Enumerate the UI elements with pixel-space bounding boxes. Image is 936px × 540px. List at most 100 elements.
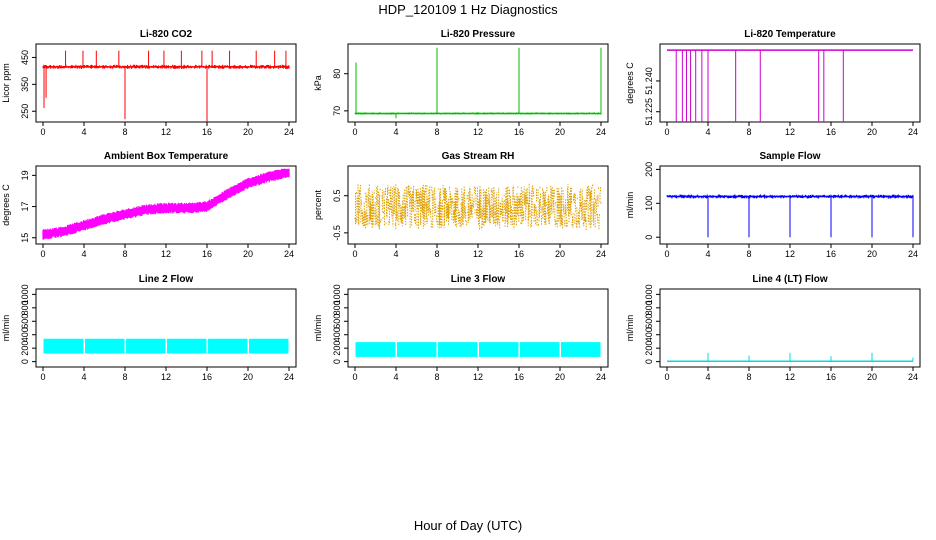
x-tick-label: 12 [473,372,483,382]
panel-title: Li-820 Temperature [744,29,836,40]
x-tick-label: 24 [908,249,918,259]
x-tick-label: 4 [705,372,710,382]
series [354,47,602,119]
x-tick-label: 16 [826,249,836,259]
x-tick-label: 12 [785,127,795,137]
y-tick-label: 600 [332,314,342,329]
y-axis-label: percent [313,189,323,220]
x-tick-label: 16 [514,127,524,137]
y-tick-label: 0.5 [332,189,342,202]
figure-title: HDP_120109 1 Hz Diagnostics [378,2,558,17]
x-tick-label: 16 [826,127,836,137]
y-axis-label: degrees C [1,184,11,226]
x-tick-label: 24 [596,127,606,137]
x-tick-label: 8 [746,249,751,259]
y-tick-label: 1000 [20,284,30,304]
y-tick-label: 200 [332,341,342,356]
y-tick-label: 1000 [332,284,342,304]
flow-block [355,342,396,357]
y-tick-label: 200 [644,162,654,177]
x-tick-label: 0 [664,249,669,259]
flow-block [208,338,248,354]
x-tick-label: 16 [202,249,212,259]
x-tick-label: 16 [202,127,212,137]
y-tick-label: 600 [20,314,30,329]
rh-point-band [354,183,602,230]
y-tick-label: 15 [20,233,30,243]
y-axis-label: ml/min [313,315,323,342]
y-tick-label: 800 [644,300,654,315]
x-tick-label: 8 [434,127,439,137]
x-tick-label: 12 [161,127,171,137]
x-tick-label: 24 [284,249,294,259]
x-tick-label: 24 [908,127,918,137]
x-tick-label: 20 [867,372,877,382]
x-tick-label: 4 [81,249,86,259]
y-tick-label: 800 [332,300,342,315]
x-tick-label: 16 [826,372,836,382]
flow-block [561,342,601,357]
series [42,168,290,240]
x-tick-label: 20 [555,249,565,259]
panel-title: Line 2 Flow [139,274,194,285]
series [43,338,289,354]
y-axis-label: ml/min [625,192,635,219]
series [355,342,601,357]
y-tick-label: 51.225 [644,98,654,126]
x-tick-label: 0 [352,127,357,137]
x-tick-label: 0 [664,372,669,382]
y-tick-label: 1000 [644,284,654,304]
y-tick-label: 400 [332,327,342,342]
series [354,183,602,230]
x-tick-label: 8 [122,249,127,259]
panel-9: Line 4 (LT) Flow ml/min 0 4 8 12 16 20 24 0 200400… [625,274,921,382]
panel-title: Line 4 (LT) Flow [752,274,828,285]
y-axis-label: Licor ppm [1,63,11,103]
x-tick-label: 4 [705,127,710,137]
x-tick-label: 24 [284,372,294,382]
x-tick-label: 0 [352,372,357,382]
flow-block [43,338,84,354]
x-tick-label: 20 [243,127,253,137]
x-tick-label: 16 [202,372,212,382]
y-tick-label: 350 [20,77,30,92]
panel-6: Sample Flow ml/min 0 4 8 12 16 20 24 0 100 200 [625,151,921,259]
x-tick-label: 20 [555,372,565,382]
x-tick-label: 20 [867,249,877,259]
x-tick-label: 12 [473,249,483,259]
flow-block [479,342,519,357]
flow-block [167,338,207,354]
series [666,194,914,238]
y-tick-label: 400 [20,327,30,342]
x-tick-label: 8 [122,372,127,382]
y-tick-label: 70 [332,106,342,116]
panel-title: Gas Stream RH [442,151,515,162]
plot-frame [35,43,297,123]
flow-block [85,338,125,354]
y-tick-label: 600 [644,314,654,329]
flow-block [438,342,478,357]
y-axis-label: degrees C [625,62,635,104]
x-axis-caption: Hour of Day (UTC) [413,518,523,533]
panel-3: Li-820 Temperature degrees C 0 4 8 12 16 20 24 51… [625,29,921,137]
panel-title: Li-820 CO2 [140,29,193,40]
series [667,49,913,122]
y-tick-label: 200 [20,341,30,356]
x-tick-label: 12 [473,127,483,137]
y-tick-label: 51.240 [644,67,654,95]
x-tick-label: 8 [746,372,751,382]
x-tick-label: 0 [40,127,45,137]
plot-frame [347,43,609,123]
flow-block [126,338,166,354]
x-tick-label: 0 [40,249,45,259]
x-tick-label: 12 [161,249,171,259]
y-tick-label: 100 [644,196,654,211]
x-tick-label: 4 [393,372,398,382]
x-tick-label: 4 [393,249,398,259]
x-tick-label: 20 [555,127,565,137]
x-tick-label: 8 [434,249,439,259]
x-tick-label: 8 [122,127,127,137]
panel-8: Line 3 Flow ml/min 0 4 8 12 16 20 24 0 20040060080… [313,274,609,382]
panel-title: Line 3 Flow [451,274,506,285]
